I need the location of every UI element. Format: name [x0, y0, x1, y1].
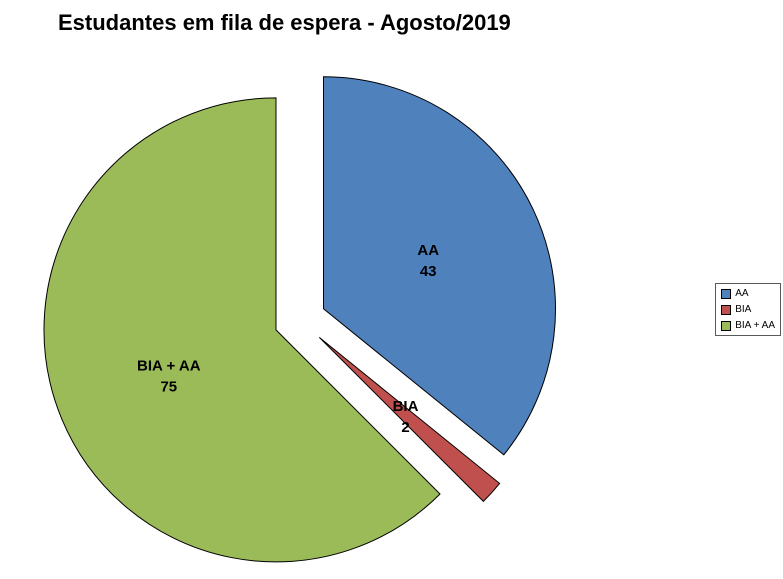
legend-label-aa: AA	[735, 288, 749, 299]
legend-swatch-bia	[721, 304, 732, 315]
pie-slice-label-bia: BIA 2	[393, 398, 419, 436]
legend-swatch-aa	[721, 288, 732, 299]
pie-slice-label-bia-aa: BIA + AA 75	[137, 357, 201, 395]
legend-item-aa[interactable]: AA	[721, 288, 775, 299]
pie-slice-aa[interactable]	[323, 76, 556, 456]
pie-slice-label-aa: AA 43	[417, 242, 439, 280]
legend-label-bia: BIA	[735, 304, 752, 315]
legend-swatch-bia-aa	[721, 320, 732, 331]
legend-label-bia-aa: BIA + AA	[735, 320, 775, 331]
pie-slice-bia-aa[interactable]	[43, 97, 441, 563]
chart-title: Estudantes em fila de espera - Agosto/20…	[58, 10, 511, 35]
legend-item-bia-aa[interactable]: BIA + AA	[721, 320, 775, 331]
legend: AA BIA BIA + AA	[715, 283, 781, 336]
legend-item-bia[interactable]: BIA	[721, 304, 775, 315]
pie-slice-bia[interactable]	[318, 337, 501, 503]
